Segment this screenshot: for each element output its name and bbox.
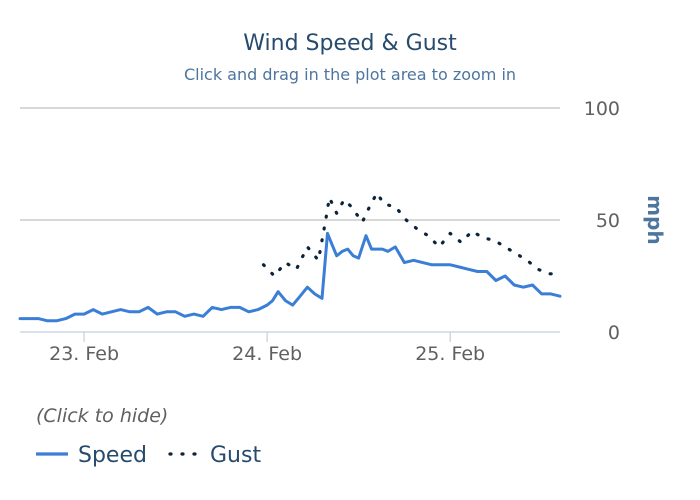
x-tick-label: 23. Feb: [49, 343, 119, 365]
legend-hint: (Click to hide): [36, 405, 168, 427]
y-axis-label: mph: [643, 195, 667, 244]
chart-title: Wind Speed & Gust: [243, 31, 457, 56]
chart-subtitle: Click and drag in the plot area to zoom …: [184, 65, 516, 84]
legend[interactable]: Speed Gust: [36, 443, 261, 468]
series-line-speed[interactable]: [18, 231, 562, 323]
x-tick-label: 24. Feb: [232, 343, 302, 365]
grid-lines: [20, 107, 560, 333]
y-tick-label: 100: [584, 98, 620, 120]
y-tick-label: 0: [608, 322, 620, 344]
legend-label: Gust: [210, 443, 261, 468]
legend-label: Speed: [78, 443, 147, 468]
x-tick-label: 25. Feb: [415, 343, 485, 365]
x-axis: 23. Feb 24. Feb 25. Feb: [49, 332, 485, 365]
y-axis-ticks: 0 50 100: [584, 98, 620, 344]
legend-item-gust[interactable]: Gust: [168, 443, 261, 468]
plot-area[interactable]: [18, 191, 562, 323]
series-line-gust[interactable]: [261, 191, 562, 278]
y-tick-label: 50: [596, 210, 620, 232]
legend-item-speed[interactable]: Speed: [36, 443, 147, 468]
